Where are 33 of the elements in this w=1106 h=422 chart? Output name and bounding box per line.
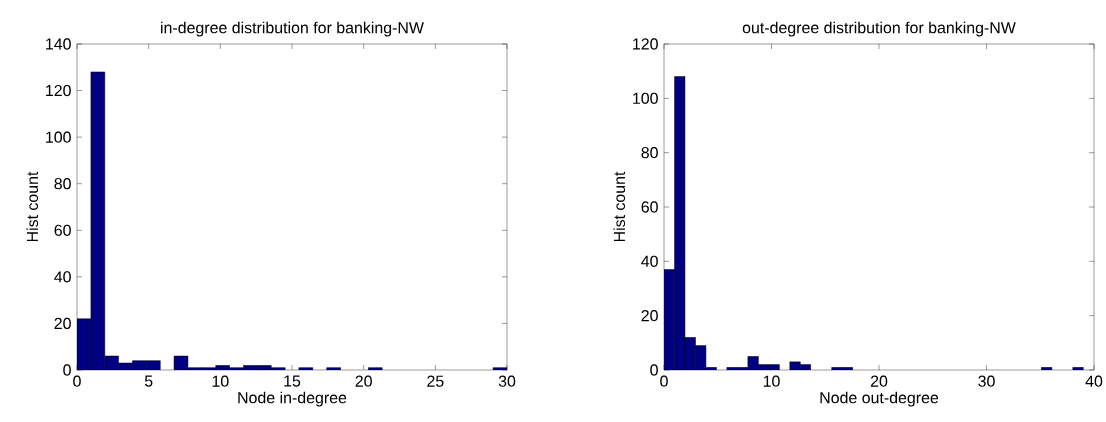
x-tick-label: 0 xyxy=(73,375,81,387)
x-tick-label: 20 xyxy=(870,375,888,387)
chart-title: out-degree distribution for banking-NW xyxy=(742,21,1016,37)
y-tick-label: 80 xyxy=(641,147,658,159)
y-tick-label: 140 xyxy=(46,38,71,50)
x-tick-label: 20 xyxy=(355,375,372,387)
y-tick-label: 120 xyxy=(633,38,658,50)
x-tick-label: 30 xyxy=(978,375,995,387)
y-tick-label: 20 xyxy=(54,317,71,330)
x-axis-title: Node in-degree xyxy=(238,391,347,407)
x-tick-label: 10 xyxy=(212,375,229,387)
y-tick-label: 100 xyxy=(46,131,71,143)
y-tick-label: 20 xyxy=(641,310,658,322)
x-tick-label: 25 xyxy=(427,375,444,387)
chart-title: in-degree distribution for banking-NW xyxy=(161,21,424,37)
y-tick-label: 60 xyxy=(641,201,658,213)
x-tick-label: 15 xyxy=(284,375,301,387)
x-tick-label: 5 xyxy=(144,375,153,387)
y-tick-label: 40 xyxy=(54,271,71,283)
y-axis-title: Hist count xyxy=(26,171,39,242)
y-tick-label: 40 xyxy=(641,255,658,267)
y-tick-label: 0 xyxy=(63,364,71,376)
y-tick-label: 0 xyxy=(650,364,658,376)
y-tick-label: 120 xyxy=(46,84,71,97)
x-axis-title: Node out-degree xyxy=(820,391,939,407)
y-tick-label: 60 xyxy=(54,224,71,236)
y-tick-label: 100 xyxy=(633,92,658,104)
x-tick-label: 40 xyxy=(1085,375,1103,387)
x-tick-label: 30 xyxy=(498,375,516,387)
x-tick-label: 10 xyxy=(763,375,780,387)
y-axis-title: Hist count xyxy=(613,171,626,242)
x-tick-label: 0 xyxy=(660,375,668,387)
y-tick-label: 80 xyxy=(54,178,71,190)
